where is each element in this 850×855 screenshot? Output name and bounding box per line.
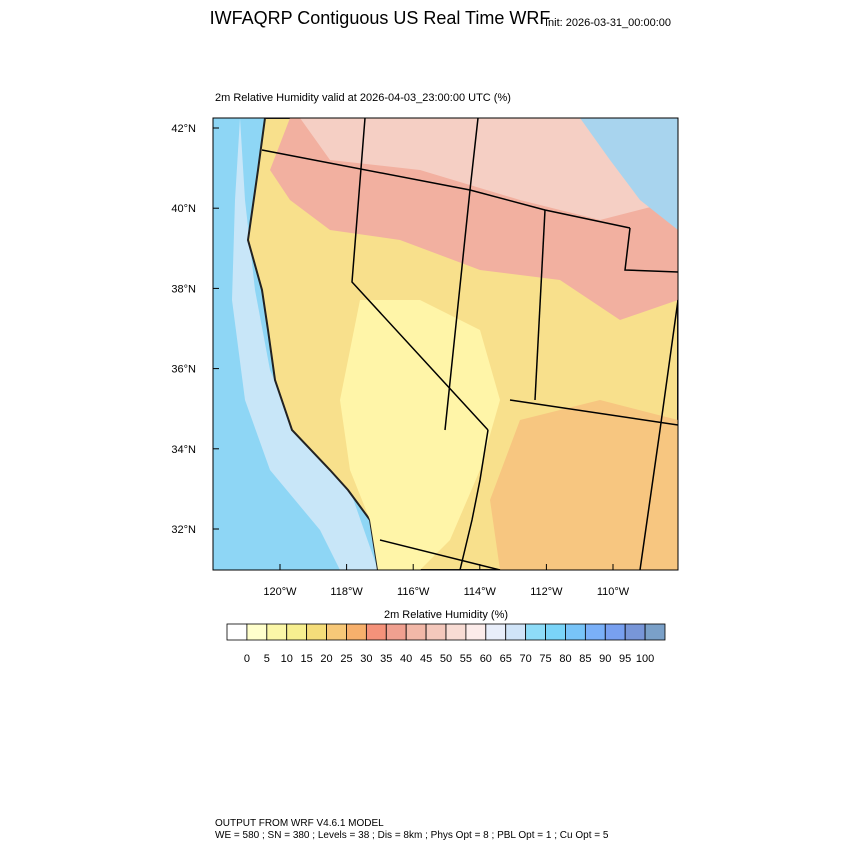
colorbar-label: 30 bbox=[360, 653, 372, 665]
lon-axis: 120°W 118°W 116°W 114°W 112°W 110°W bbox=[263, 564, 630, 598]
colorbar-box bbox=[346, 623, 367, 641]
colorbar-box bbox=[365, 623, 387, 641]
title: IWFAQRP Contiguous US Real Time WRF bbox=[210, 8, 551, 28]
colorbar-label: 60 bbox=[480, 653, 492, 665]
colorbar-label: 0 bbox=[244, 653, 250, 665]
init-time: Init: 2026-03-31_00:00:00 bbox=[545, 17, 671, 29]
lon-label: 112°W bbox=[530, 586, 563, 598]
colorbar-box bbox=[266, 623, 288, 641]
map bbox=[213, 118, 678, 570]
colorbar-box bbox=[604, 623, 626, 641]
colorbar: 0 5 10 15 20 25 30 35 40 45 50 55 60 65 70 75 80 85 90 95 10… bbox=[226, 623, 666, 665]
lat-label: 32°N bbox=[171, 524, 196, 536]
lat-axis: 42°N 40°N 38°N 36°N 34°N 32°N bbox=[171, 123, 219, 536]
colorbar-label: 75 bbox=[539, 653, 551, 665]
colorbar-label: 50 bbox=[440, 653, 452, 665]
colorbar-box bbox=[584, 623, 606, 641]
wet-mountains bbox=[580, 118, 678, 230]
colorbar-box bbox=[246, 623, 268, 641]
colorbar-box bbox=[385, 623, 407, 641]
colorbar-box bbox=[644, 623, 666, 641]
lat-label: 36°N bbox=[171, 364, 196, 376]
lon-label: 118°W bbox=[330, 586, 363, 598]
map-frame bbox=[212, 117, 679, 571]
colorbar-box bbox=[485, 623, 507, 641]
colorbar-label: 95 bbox=[619, 653, 631, 665]
colorbar-box bbox=[405, 623, 427, 641]
lon-label: 120°W bbox=[263, 586, 297, 598]
colorbar-box bbox=[326, 623, 347, 641]
colorbar-box bbox=[565, 623, 586, 641]
lat-label: 34°N bbox=[171, 444, 196, 456]
lat-label: 42°N bbox=[171, 123, 196, 135]
lon-label: 114°W bbox=[464, 586, 497, 598]
colorbar-label: 65 bbox=[500, 653, 512, 665]
colorbar-label: 85 bbox=[579, 653, 591, 665]
colorbar-label: 55 bbox=[460, 653, 472, 665]
colorbar-box bbox=[286, 623, 308, 641]
colorbar-box bbox=[226, 623, 248, 641]
lat-label: 38°N bbox=[171, 283, 196, 295]
colorbar-box bbox=[425, 623, 447, 641]
colorbar-box bbox=[445, 623, 467, 641]
colorbar-box bbox=[306, 623, 327, 641]
colorbar-box bbox=[624, 623, 646, 641]
lat-label: 40°N bbox=[171, 203, 196, 215]
colorbar-label: 100 bbox=[636, 653, 654, 665]
colorbar-label: 90 bbox=[599, 653, 611, 665]
colorbar-box bbox=[505, 623, 527, 641]
colorbar-label: 35 bbox=[380, 653, 392, 665]
footer-line: OUTPUT FROM WRF V4.6.1 MODEL bbox=[215, 818, 384, 829]
humid-north-light bbox=[300, 118, 678, 220]
colorbar-label: 80 bbox=[559, 653, 571, 665]
lon-label: 116°W bbox=[397, 586, 430, 598]
colorbar-label: 70 bbox=[520, 653, 532, 665]
colorbar-box bbox=[545, 623, 566, 641]
colorbar-title: 2m Relative Humidity (%) bbox=[384, 609, 508, 621]
southeast-zone bbox=[490, 400, 678, 570]
colorbar-label: 25 bbox=[340, 653, 352, 665]
colorbar-label: 10 bbox=[281, 653, 293, 665]
lon-label: 110°W bbox=[597, 586, 630, 598]
colorbar-label: 15 bbox=[301, 653, 313, 665]
map-subtitle: 2m Relative Humidity valid at 2026-04-03… bbox=[215, 92, 511, 104]
footer-line: WE = 580 ; SN = 380 ; Levels = 38 ; Dis … bbox=[215, 830, 609, 841]
colorbar-label: 20 bbox=[320, 653, 332, 665]
coastal-water bbox=[232, 118, 378, 570]
colorbar-label: 45 bbox=[420, 653, 432, 665]
colorbar-label: 40 bbox=[400, 653, 412, 665]
colorbar-box bbox=[525, 623, 546, 641]
colorbar-label: 5 bbox=[264, 653, 270, 665]
dry-desert bbox=[340, 300, 500, 570]
colorbar-box bbox=[465, 623, 487, 641]
